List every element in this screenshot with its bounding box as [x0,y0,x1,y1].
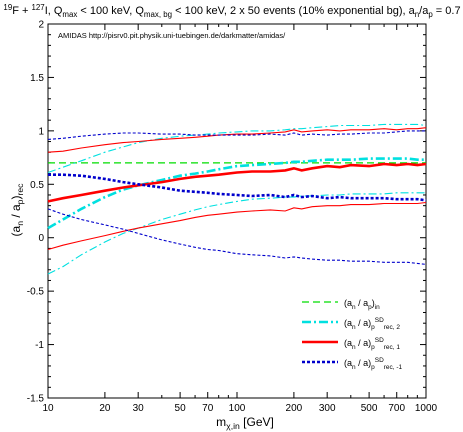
x-tick-label: 300 [319,403,336,414]
legend-label: (an / a)pSDrec, -1 [344,357,402,371]
y-tick-label: -1.5 [27,394,45,405]
y-tick-label: 1 [38,126,44,137]
x-tick-label: 10 [42,403,54,414]
series-upper-a-n-a-p-sd-rec-1 [47,130,426,140]
x-tick-label: 50 [175,403,187,414]
y-tick-label: -0.5 [27,287,45,298]
legend: (an / ap)in (an / a)pSDrec, 2 (an / a)pSDr… [302,298,402,371]
series-line-a-n-a-p-sd-rec-1 [47,162,427,203]
y-tick-label: 2 [38,20,44,31]
series-line-a-n-a-p-sd-rec-2 [47,157,426,230]
legend-label: (an / a)pSDrec, 1 [344,337,400,351]
x-tick-label: 700 [388,403,405,414]
series-upper-a-n-a-p-sd-rec-2 [47,123,427,174]
y-tick-label: -1 [35,340,44,351]
plot-area: 10 20 30 50 70 100 200 300 500 700 1000-1.5-1-0.50… [27,20,438,415]
series-lower-a-n-a-p-sd-rec-1 [47,201,427,251]
chart-annotation: AMIDAS http://pisrv0.pit.physik.uni-tueb… [58,31,286,40]
series-upper-a-n-a-p-sd-rec-1 [47,127,427,153]
x-tick-label: 500 [361,403,378,414]
y-tick-label: 0.5 [30,180,44,191]
x-tick-label: 20 [99,403,111,414]
x-tick-label: 30 [133,403,145,414]
y-tick-label: 0 [38,233,44,244]
x-tick-label: 1000 [415,403,438,414]
y-tick-label: 1.5 [30,73,44,84]
legend-label: (an / a)pSDrec, 2 [344,317,400,331]
y-axis-label: (an / ap)rec [9,183,25,237]
x-axis-label: mχ,in [GeV] [216,415,274,431]
x-tick-label: 200 [286,403,303,414]
legend-label: (an / ap)in [344,298,380,311]
series-lower-a-n-a-p-sd-rec-1 [47,208,427,265]
x-tick-label: 100 [229,403,246,414]
series-line-a-n-a-p-sd-rec-1 [48,173,427,202]
chart-title: 19F + 127I, Qmax < 100 keV, Qmax, bg < 1… [3,3,460,19]
x-tick-label: 70 [202,403,214,414]
